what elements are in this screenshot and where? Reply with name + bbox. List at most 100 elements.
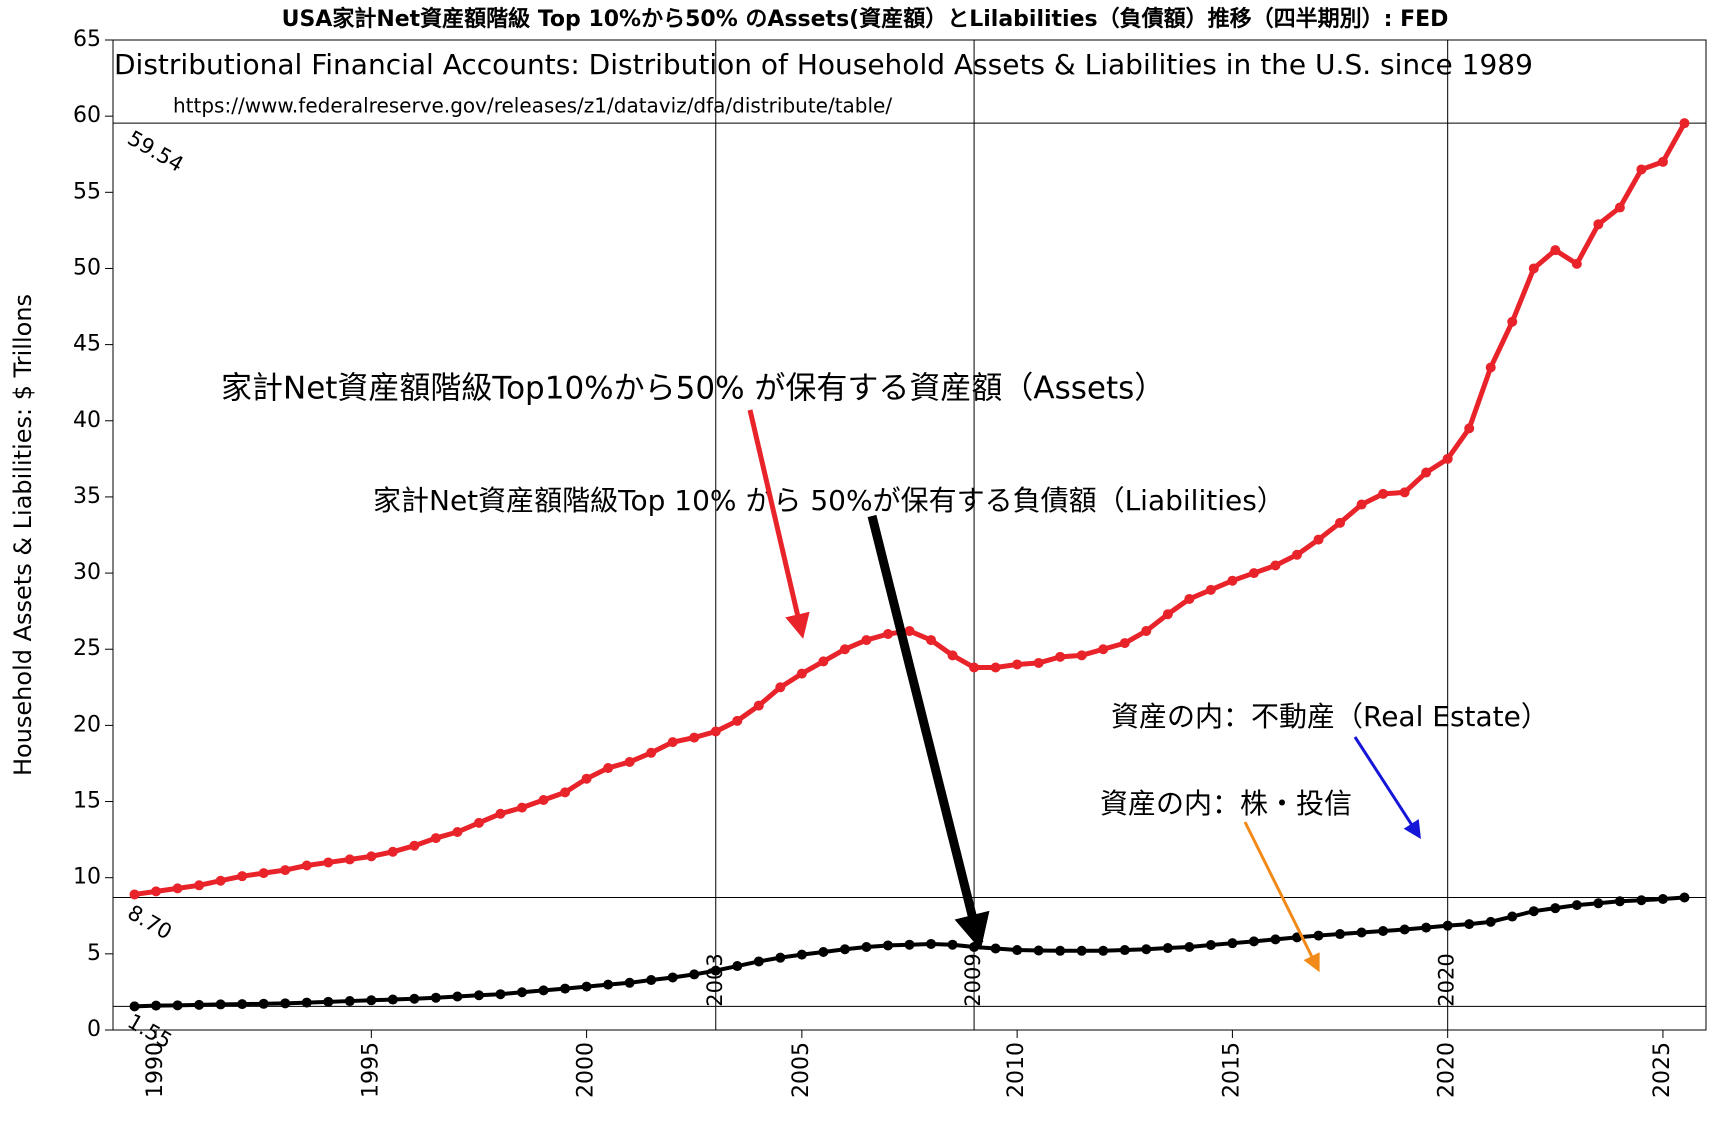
point <box>581 981 592 992</box>
arrow <box>1243 821 1320 973</box>
x-tick-label: 2025 <box>1650 1042 1675 1098</box>
point <box>1012 945 1023 956</box>
point <box>818 947 829 958</box>
point <box>753 956 764 967</box>
chart-title: USA家計Net資産額階級 Top 10%から50% のAssets(資産額）と… <box>282 6 1449 32</box>
y-tick-label: 45 <box>73 332 101 357</box>
y-tick-label: 55 <box>73 179 101 204</box>
arrow <box>867 514 990 950</box>
point <box>882 940 893 951</box>
point <box>689 969 700 980</box>
point <box>1378 926 1389 936</box>
point <box>839 644 850 655</box>
x-tick-label: 2020 <box>1435 1042 1460 1098</box>
point <box>1227 938 1238 949</box>
y-tick-label: 65 <box>73 27 101 52</box>
point <box>194 880 205 891</box>
point <box>1399 487 1410 498</box>
point <box>1636 164 1647 175</box>
point <box>1550 245 1561 256</box>
point <box>861 941 872 952</box>
point <box>323 996 334 1007</box>
point <box>1657 156 1668 167</box>
y-tick-label: 15 <box>73 789 101 814</box>
point <box>1076 945 1087 956</box>
point <box>387 994 398 1005</box>
point <box>947 939 958 950</box>
point <box>366 851 377 862</box>
point <box>732 961 743 972</box>
point <box>646 747 657 758</box>
point <box>1012 659 1023 670</box>
reference-label: 59.54 <box>124 126 188 177</box>
point <box>904 939 915 950</box>
arrow <box>1353 736 1421 840</box>
point <box>473 990 484 1001</box>
point <box>1248 568 1259 579</box>
point <box>280 998 291 1009</box>
point <box>1033 945 1044 956</box>
x-tick-label: 2010 <box>1004 1042 1029 1098</box>
point <box>1033 657 1044 668</box>
point <box>1550 903 1561 914</box>
point <box>215 999 226 1010</box>
point <box>172 883 183 894</box>
point <box>387 846 398 857</box>
point <box>1593 219 1604 230</box>
source: https://www.federalreserve.gov/releases/… <box>173 94 892 118</box>
point <box>1205 940 1216 951</box>
reference-label: 8.70 <box>124 900 177 944</box>
point <box>667 737 678 748</box>
point <box>430 833 441 844</box>
point <box>926 635 937 646</box>
point <box>1162 609 1173 620</box>
point <box>1227 575 1238 586</box>
point <box>775 952 786 963</box>
point <box>1055 945 1066 956</box>
annotation: 家計Net資産額階級Top 10% から 50%が保有する負債額（Liabili… <box>373 484 1285 517</box>
point <box>495 808 506 819</box>
point <box>560 787 571 798</box>
point <box>215 875 226 886</box>
point <box>517 802 528 813</box>
point <box>904 625 915 636</box>
point <box>151 1000 162 1011</box>
point <box>732 715 743 726</box>
y-axis-label: Household Assets & Liabilities: $ Trillo… <box>9 294 37 776</box>
point <box>409 993 420 1004</box>
point <box>430 992 441 1003</box>
point <box>258 868 269 879</box>
point <box>1657 894 1668 905</box>
point <box>151 886 162 897</box>
point <box>1076 650 1087 661</box>
point <box>603 763 614 774</box>
annotation: 資産の内：不動産（Real Estate） <box>1111 700 1549 733</box>
point <box>1636 895 1647 906</box>
point <box>344 996 355 1007</box>
point <box>926 938 937 949</box>
point <box>517 987 528 998</box>
point <box>624 977 635 988</box>
point <box>1098 644 1109 655</box>
point <box>1614 202 1625 213</box>
point <box>689 732 700 743</box>
point <box>1184 593 1195 604</box>
arrow <box>747 409 810 639</box>
point <box>882 629 893 639</box>
point <box>1098 945 1109 956</box>
y-tick-label: 30 <box>73 560 101 585</box>
point <box>538 795 549 806</box>
point <box>861 635 872 646</box>
point <box>818 656 829 667</box>
point <box>237 871 248 882</box>
reference-label: 2009 <box>961 953 985 1006</box>
point <box>1464 423 1475 434</box>
point <box>1248 936 1259 947</box>
point <box>1442 453 1453 464</box>
point <box>839 944 850 955</box>
point <box>280 865 291 876</box>
annotation: 資産の内：株・投信 <box>1100 787 1352 820</box>
point <box>1593 898 1604 909</box>
point <box>409 840 420 851</box>
point <box>344 854 355 865</box>
